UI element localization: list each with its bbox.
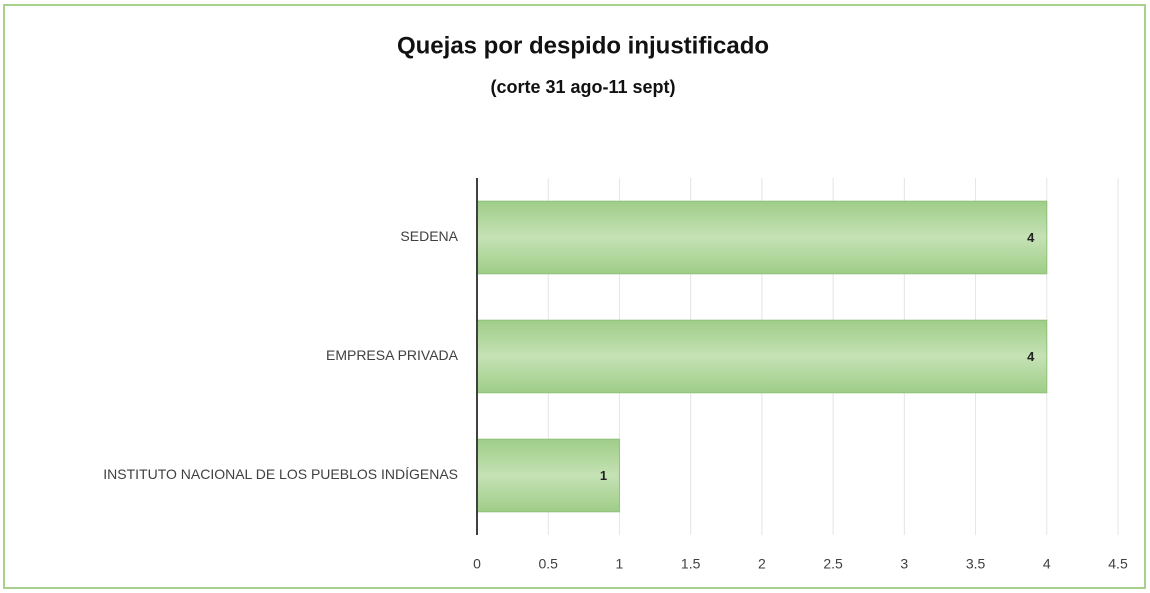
y-tick-label: SEDENA <box>400 228 458 244</box>
data-label: 4 <box>1027 230 1035 245</box>
x-tick-label: 3 <box>900 556 908 572</box>
x-tick-label: 4.5 <box>1108 556 1128 572</box>
x-tick-label: 4 <box>1043 556 1051 572</box>
x-tick-label: 1 <box>616 556 624 572</box>
x-tick-label: 2.5 <box>823 556 843 572</box>
chart-subtitle: (corte 31 ago-11 sept) <box>490 77 675 97</box>
x-tick-label: 2 <box>758 556 766 572</box>
x-tick-label: 0 <box>473 556 481 572</box>
bar <box>476 319 1048 394</box>
chart-title: Quejas por despido injustificado <box>397 32 769 59</box>
x-tick-label: 1.5 <box>681 556 701 572</box>
x-tick-label: 3.5 <box>966 556 986 572</box>
data-label: 4 <box>1027 349 1035 364</box>
bar <box>476 200 1048 275</box>
y-tick-label: EMPRESA PRIVADA <box>326 347 459 363</box>
y-tick-label: INSTITUTO NACIONAL DE LOS PUEBLOS INDÍGE… <box>103 466 458 482</box>
x-tick-label: 0.5 <box>538 556 558 572</box>
bar <box>476 438 620 513</box>
data-label: 1 <box>600 468 607 483</box>
